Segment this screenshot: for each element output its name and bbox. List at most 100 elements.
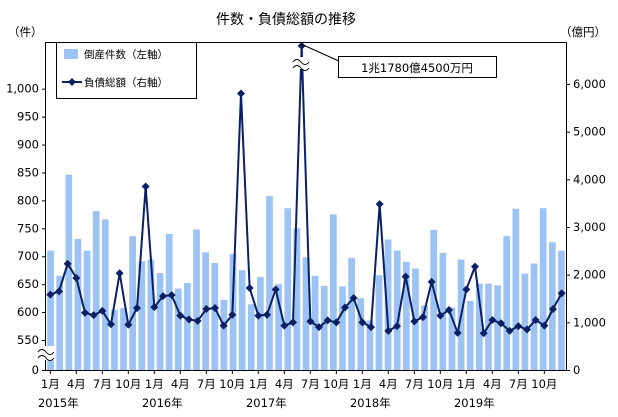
line-point (98, 306, 107, 315)
line-break-mark (292, 57, 310, 71)
bar (156, 272, 164, 370)
right-tick-label: 5,000 (573, 125, 606, 139)
left-tick-label: 800 (17, 193, 39, 207)
bar (266, 195, 273, 370)
x-tick-label: 7月 (93, 377, 112, 391)
line-point (202, 304, 211, 313)
bar (320, 285, 328, 370)
bar (539, 208, 547, 370)
line-point (323, 316, 332, 325)
line-point (462, 285, 471, 294)
line-point (228, 310, 237, 319)
bar (439, 252, 447, 370)
line-point (306, 317, 315, 326)
line-point (133, 304, 141, 313)
line-point (358, 318, 367, 327)
x-tick-label: 4月 (67, 377, 86, 391)
line-point (46, 290, 55, 299)
left-tick-label: 950 (17, 110, 39, 124)
line-point (141, 182, 150, 191)
bar (174, 288, 182, 370)
bar (147, 259, 155, 370)
left-axis-break (37, 346, 55, 361)
right-tick-label: 0 (573, 363, 580, 377)
bar (83, 250, 91, 370)
bar (339, 286, 346, 370)
bar (530, 263, 538, 370)
line-point (219, 321, 228, 330)
line-point (549, 304, 557, 313)
year-label: 2018年 (350, 396, 391, 410)
legend-line-label: 負債総額（右軸） (84, 76, 168, 89)
bar (348, 257, 355, 370)
x-tick-label: 10月 (323, 377, 349, 391)
left-tick-label: 850 (17, 165, 39, 179)
x-tick-label: 1月 (457, 377, 476, 391)
bar (466, 300, 474, 370)
bar (558, 250, 565, 370)
x-tick-label: 10月 (531, 377, 557, 391)
year-label: 2019年 (454, 396, 495, 410)
line-point (453, 328, 462, 337)
x-tick-label: 7月 (197, 377, 216, 391)
line-point (263, 310, 271, 319)
bar (475, 283, 483, 370)
line-point (332, 318, 341, 327)
line-point (297, 41, 306, 50)
line-point (289, 318, 297, 327)
line-point (349, 294, 358, 303)
bar (375, 275, 383, 370)
line-point (341, 303, 349, 312)
right-axis: 0 1,000 2,000 3,000 4,000 5,000 6,000 (566, 77, 606, 377)
left-tick-label: 700 (17, 249, 39, 263)
right-tick-label: 2,000 (573, 268, 606, 282)
year-label: 2016年 (142, 396, 183, 410)
line-point (497, 319, 505, 328)
line-point (254, 311, 263, 320)
bar (366, 320, 374, 370)
line-point (159, 292, 167, 301)
bar (284, 208, 292, 370)
legend-bar-label: 倒産件数（左軸） (84, 48, 168, 61)
line-point (280, 321, 289, 330)
bar (247, 304, 255, 370)
line-point (237, 89, 245, 98)
line-point (384, 326, 393, 335)
bar (238, 270, 246, 370)
right-axis-unit: （億円） (560, 25, 606, 39)
line-point (107, 320, 115, 329)
line-point (150, 303, 159, 312)
line-point (176, 311, 185, 320)
bar (138, 261, 146, 370)
line-point (315, 323, 323, 332)
bar (101, 219, 109, 370)
line-point (557, 289, 566, 298)
left-tick-label: 900 (17, 138, 39, 152)
year-label: 2017年 (246, 396, 287, 410)
line-path (49, 44, 563, 335)
line-point (211, 304, 219, 313)
line-point (245, 284, 254, 293)
bar (129, 236, 137, 370)
line-point (401, 272, 410, 281)
line-point (540, 321, 549, 330)
x-tick-label: 7月 (301, 377, 320, 391)
left-tick-label: 650 (17, 277, 39, 291)
left-tick-label: 550 (17, 333, 39, 347)
bar (494, 285, 501, 370)
bar (165, 233, 173, 370)
line-point (55, 287, 63, 296)
line-point (445, 305, 453, 314)
x-tick-label: 10月 (219, 377, 245, 391)
annotation-label: 1兆1780億4500万円 (361, 61, 473, 75)
x-tick-label: 4月 (483, 377, 502, 391)
left-tick-label: 1,000 (6, 82, 39, 96)
bar (311, 275, 319, 370)
x-tick-label: 7月 (405, 377, 424, 391)
left-tick-label: 600 (17, 305, 39, 319)
line-point (124, 320, 133, 329)
line-point (167, 291, 176, 300)
line-point (479, 329, 488, 338)
line-point (471, 262, 479, 271)
bar (74, 238, 82, 370)
